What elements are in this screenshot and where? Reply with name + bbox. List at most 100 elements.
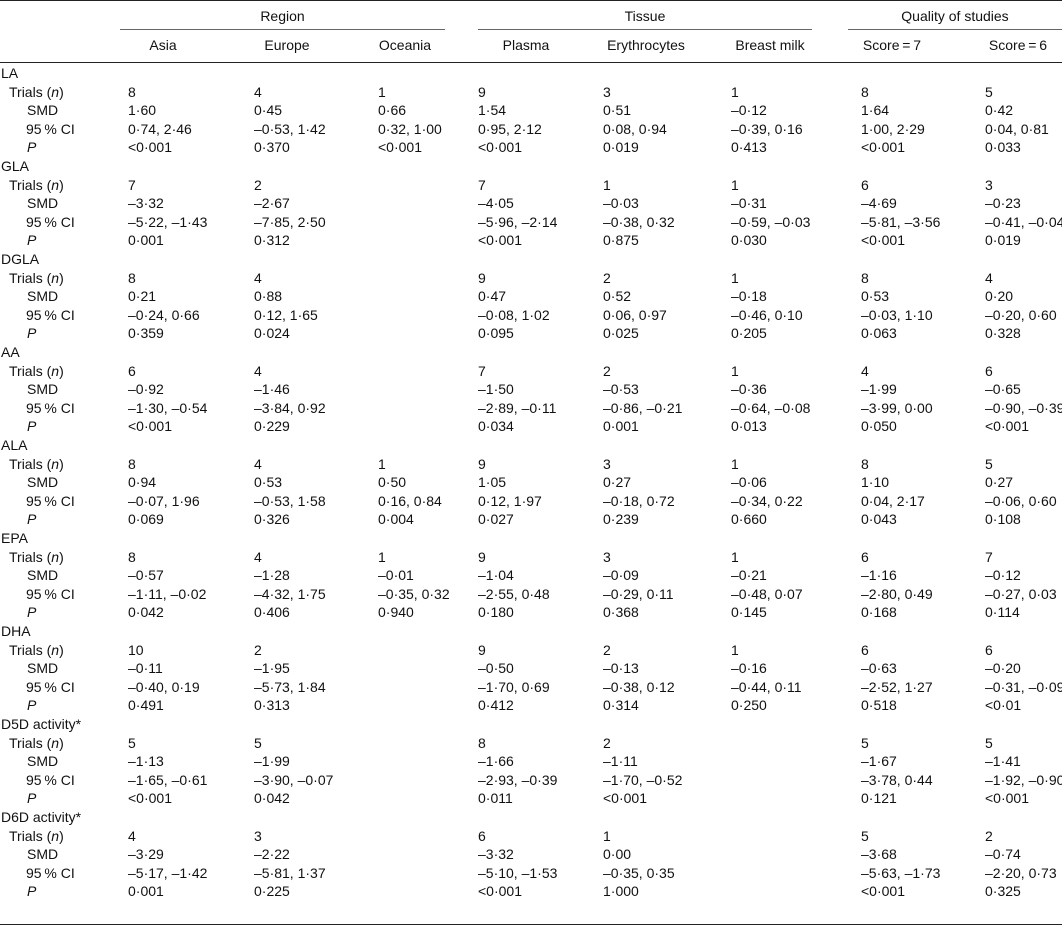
table-cell: 0·04, 0·81 [985, 120, 1049, 137]
table-cell: 1 [731, 641, 739, 658]
table-cell: 0·034 [478, 418, 514, 435]
row-label-text: ) [59, 455, 64, 472]
table-cell: <0·01 [985, 697, 1022, 714]
table-cell: –0·31, –0·09 [985, 678, 1062, 695]
table-cell: 1·05 [478, 474, 507, 491]
table-cell: 0·027 [478, 511, 514, 528]
table-cell: 6 [128, 362, 136, 379]
table-cell: 1·10 [861, 474, 890, 491]
table-cell: –0·13 [603, 660, 639, 677]
row-label: SMD [27, 753, 59, 770]
table-cell: 0·53 [861, 288, 890, 305]
table-cell: 7 [478, 362, 486, 379]
table-cell: –1·13 [128, 753, 164, 770]
table-cell: –4·05 [478, 195, 514, 212]
table-cell: –0·29, 0·11 [603, 585, 674, 602]
table-cell: –0·03, 1·10 [861, 306, 933, 323]
table-cell: 4 [254, 269, 262, 286]
table-cell: 0·326 [254, 511, 290, 528]
column-header: Plasma [502, 37, 550, 53]
row-label-text: Trials ( [9, 83, 52, 100]
table-cell: –3·68 [861, 846, 897, 863]
row-label: P [27, 883, 37, 900]
table-cell: –0·21 [731, 567, 767, 584]
section-label: EPA [1, 530, 28, 546]
table-cell: 8 [861, 269, 869, 286]
row-label: 95 % CI [26, 771, 75, 788]
row-label: 95 % CI [26, 585, 75, 602]
table-cell: –0·86, –0·21 [603, 399, 683, 416]
table-cell: 0·004 [378, 511, 414, 528]
table-cell: 0·225 [254, 883, 290, 900]
table-cell: –0·12 [731, 102, 767, 119]
table-cell: –5·22, –1·43 [128, 213, 208, 230]
row-label: 95 % CI [26, 492, 75, 509]
table-cell: 0·88 [254, 288, 283, 305]
table-cell: 1 [731, 548, 739, 565]
table-cell: –0·01 [378, 567, 414, 584]
column-group-header: Quality of studies [901, 8, 1009, 24]
table-cell: 0·21 [128, 288, 157, 305]
table-cell: 8 [861, 83, 869, 100]
table-cell: 1·64 [861, 102, 890, 119]
table-cell: 0·013 [731, 418, 767, 435]
table-cell: –0·07, 1·96 [128, 492, 200, 509]
table-cell: 1·00, 2·29 [861, 120, 925, 137]
table-cell: –0·16 [731, 660, 767, 677]
row-label: 95 % CI [26, 213, 75, 230]
top-rule [0, 0, 1062, 1]
table-cell: 0·043 [861, 511, 897, 528]
table-cell: 0·069 [128, 511, 164, 528]
table-cell: 1 [378, 83, 386, 100]
section-label: LA [1, 65, 19, 81]
table-cell: 0·50 [378, 474, 407, 491]
column-header: Score = 7 [862, 37, 922, 53]
table-cell: 9 [478, 548, 486, 565]
table-cell: 0·74, 2·46 [128, 120, 192, 137]
table-cell: 1·000 [603, 883, 639, 900]
table-cell: 2 [254, 641, 262, 658]
table-cell: –0·08, 1·02 [478, 306, 550, 323]
table-cell: 0·313 [254, 697, 290, 714]
table-cell: –2·55, 0·48 [478, 585, 550, 602]
column-header: Asia [149, 37, 177, 53]
row-label: Trials (n) [9, 455, 64, 473]
table-cell: –2·80, 0·49 [861, 585, 933, 602]
header-rule [0, 62, 1062, 63]
table-cell: –0·41, –0·04 [985, 213, 1062, 230]
table-cell: 3 [254, 827, 262, 844]
table-cell: 5 [861, 734, 869, 751]
table-cell: –1·50 [478, 381, 514, 398]
table-cell: –0·40, 0·19 [128, 678, 200, 695]
table-cell: 0·940 [378, 604, 414, 621]
row-label-text: ) [59, 734, 64, 751]
table-cell: 2 [603, 362, 611, 379]
table-cell: –2·52, 1·27 [861, 678, 933, 695]
table-cell: 4 [254, 83, 262, 100]
table-cell: –5·63, –1·73 [861, 864, 941, 881]
table-cell: –0·50 [478, 660, 514, 677]
table-cell: 8 [478, 734, 486, 751]
row-label: Trials (n) [9, 176, 64, 194]
table-cell: 3 [603, 548, 611, 565]
table-cell: <0·001 [861, 232, 905, 249]
table-cell: <0·001 [128, 418, 172, 435]
table-cell: 0·250 [731, 697, 767, 714]
table-cell: –5·17, –1·42 [128, 864, 208, 881]
column-header: Breast milk [735, 37, 805, 53]
table-cell: 2 [603, 269, 611, 286]
table-cell: 2 [254, 176, 262, 193]
table-cell: 0·050 [861, 418, 897, 435]
table-cell: 0·518 [861, 697, 897, 714]
table-cell: 0·875 [603, 232, 639, 249]
table-cell: –0·63 [861, 660, 897, 677]
table-cell: –1·99 [861, 381, 897, 398]
table-cell: 1 [731, 269, 739, 286]
table-cell: 1 [603, 827, 611, 844]
row-label: Trials (n) [9, 641, 64, 659]
row-label-n: n [51, 269, 60, 286]
table-cell: 0·229 [254, 418, 290, 435]
table-cell: –1·70, –0·52 [603, 771, 683, 788]
table-cell: 5 [985, 455, 993, 472]
row-label-text: ) [59, 548, 64, 565]
